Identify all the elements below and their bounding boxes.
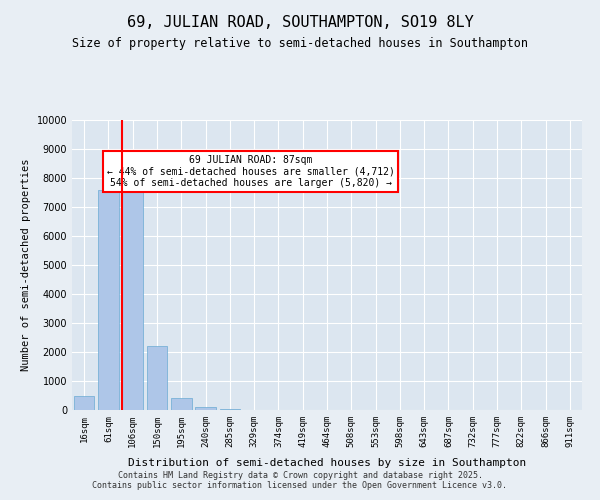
Y-axis label: Number of semi-detached properties: Number of semi-detached properties (21, 159, 31, 371)
Bar (146, 346, 167, 410)
Bar (122, 190, 143, 410)
Bar (171, 398, 191, 410)
Bar (98, 190, 119, 410)
X-axis label: Distribution of semi-detached houses by size in Southampton: Distribution of semi-detached houses by … (128, 458, 526, 468)
Text: 69 JULIAN ROAD: 87sqm
← 44% of semi-detached houses are smaller (4,712)
54% of s: 69 JULIAN ROAD: 87sqm ← 44% of semi-deta… (107, 155, 394, 188)
Text: 69, JULIAN ROAD, SOUTHAMPTON, SO19 8LY: 69, JULIAN ROAD, SOUTHAMPTON, SO19 8LY (127, 15, 473, 30)
Text: Contains HM Land Registry data © Crown copyright and database right 2025.
Contai: Contains HM Land Registry data © Crown c… (92, 470, 508, 490)
Bar (195, 407, 216, 410)
Bar (74, 396, 94, 410)
Text: Size of property relative to semi-detached houses in Southampton: Size of property relative to semi-detach… (72, 38, 528, 51)
Bar (220, 408, 240, 410)
